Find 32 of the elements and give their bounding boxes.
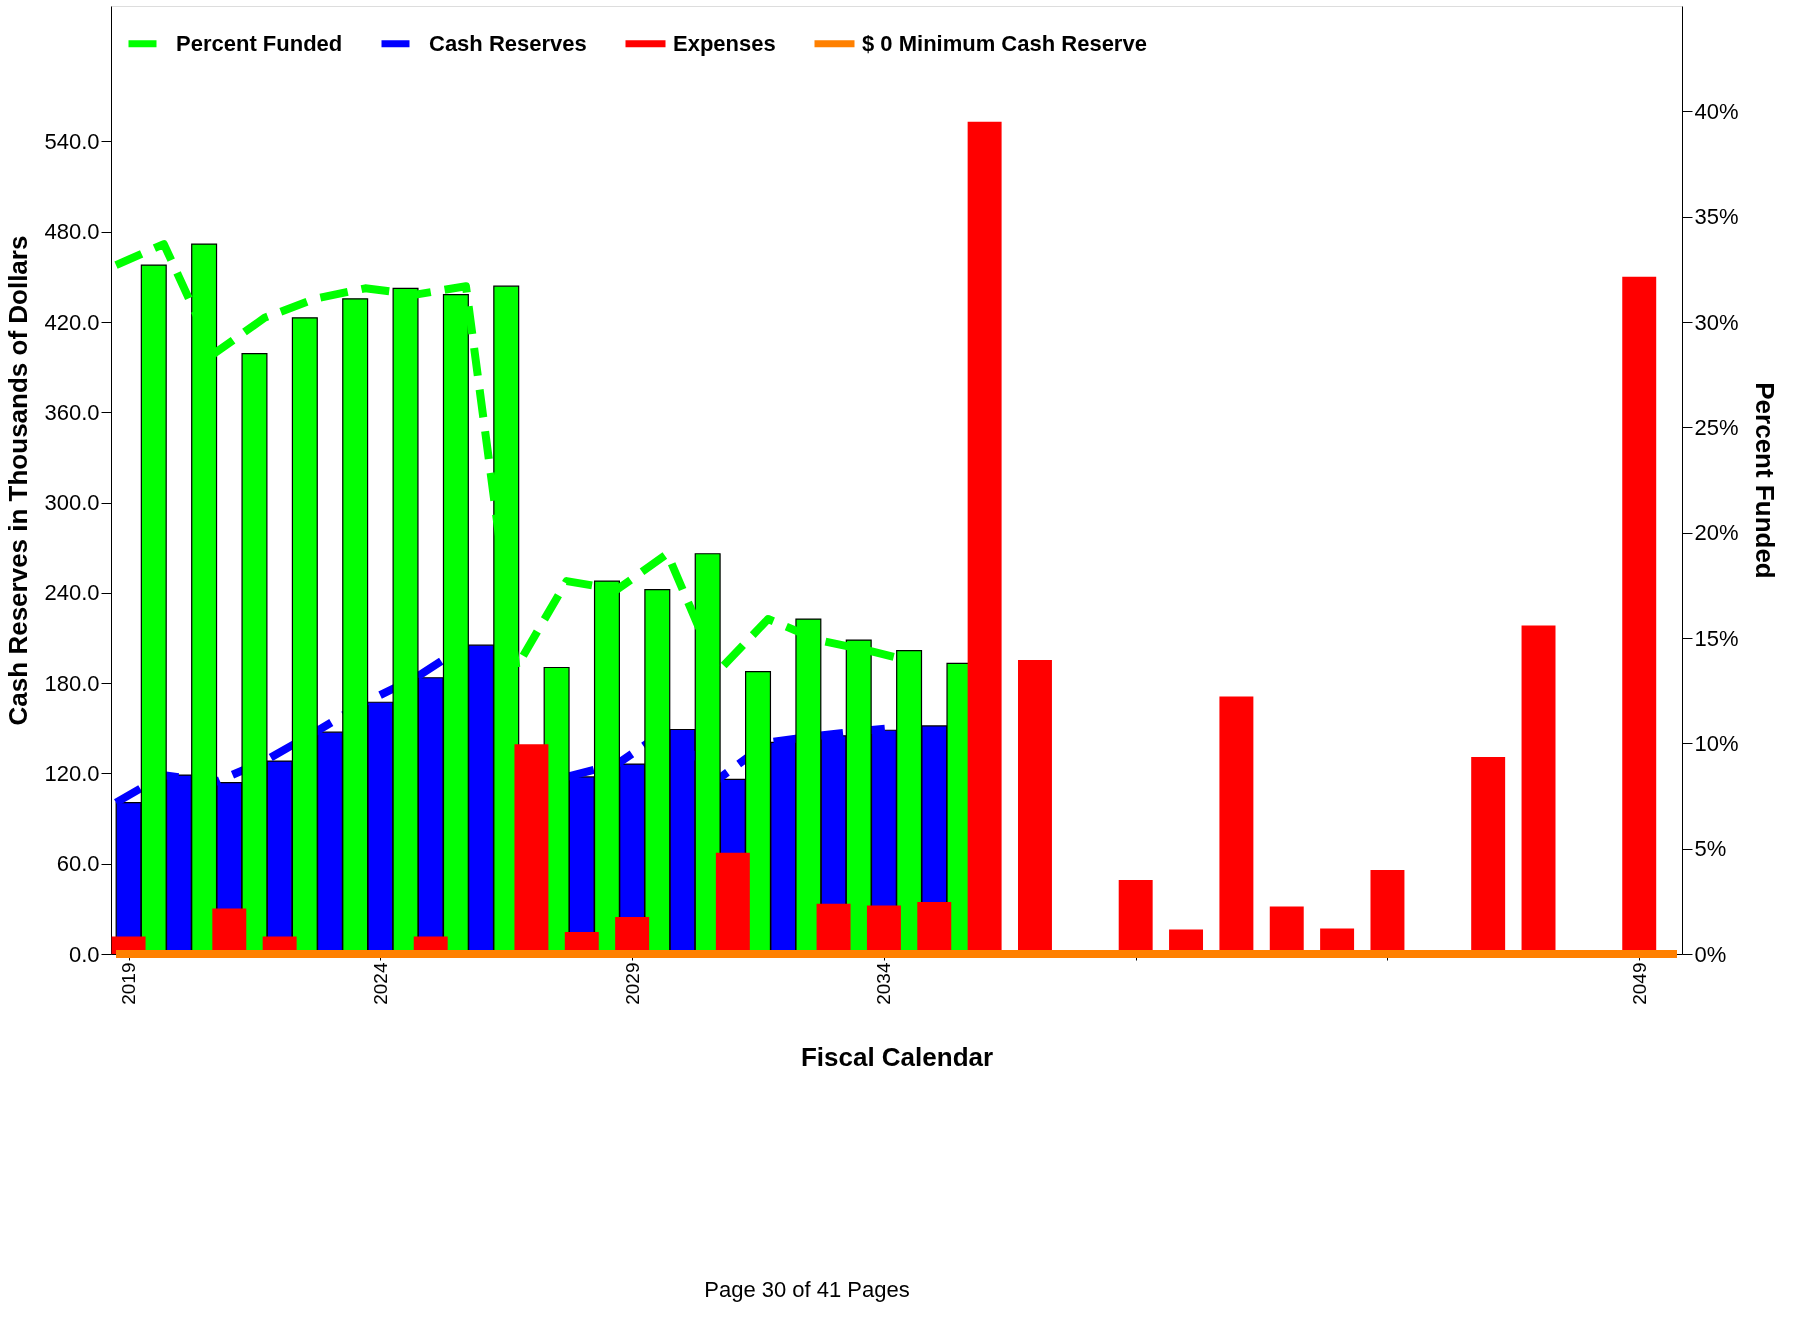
y-tick-label: 480.0 — [44, 219, 100, 245]
x-axis-title: Fiscal Calendar — [800, 1041, 994, 1072]
x-tick-label: 2019 — [118, 962, 140, 1005]
y-tick-label: 0.0 — [68, 941, 100, 967]
y-axis-title: Cash Reserves in Thousands of Dollars — [3, 235, 34, 726]
y2-tick-label: 20% — [1694, 520, 1739, 546]
y-tick-label: 300.0 — [44, 490, 100, 516]
legend-label: Expenses — [673, 30, 776, 56]
y2-tick-label: 10% — [1694, 730, 1739, 756]
y-tick-label: 360.0 — [44, 399, 100, 425]
y-tick-label: 60.0 — [56, 851, 100, 877]
y-tick-label: 420.0 — [44, 309, 100, 335]
legend-label: $ 0 Minimum Cash Reserve — [862, 30, 1147, 56]
y2-tick-label: 25% — [1694, 414, 1739, 440]
legend-label: Percent Funded — [176, 30, 343, 56]
text: Page 30 of 41 Pages — [704, 1277, 910, 1302]
legend-label: Cash Reserves — [429, 30, 587, 56]
y-tick-label: 240.0 — [44, 580, 100, 606]
y-tick-label: 180.0 — [44, 670, 100, 696]
y-tick-label: 540.0 — [44, 128, 100, 154]
y2-axis-title: Percent Funded — [1749, 382, 1780, 579]
x-tick-label: 2034 — [873, 962, 895, 1005]
x-tick-label: 2029 — [621, 962, 643, 1005]
y2-tick-label: 35% — [1694, 204, 1739, 230]
x-tick-label: 2024 — [369, 962, 391, 1005]
y2-tick-label: 5% — [1694, 836, 1727, 862]
x-tick-label: 2049 — [1628, 962, 1650, 1005]
y2-tick-label: 40% — [1694, 98, 1739, 124]
y2-tick-label: 15% — [1694, 625, 1739, 651]
y2-tick-label: 0% — [1694, 941, 1727, 967]
y-tick-label: 120.0 — [44, 760, 100, 786]
y2-tick-label: 30% — [1694, 309, 1739, 335]
